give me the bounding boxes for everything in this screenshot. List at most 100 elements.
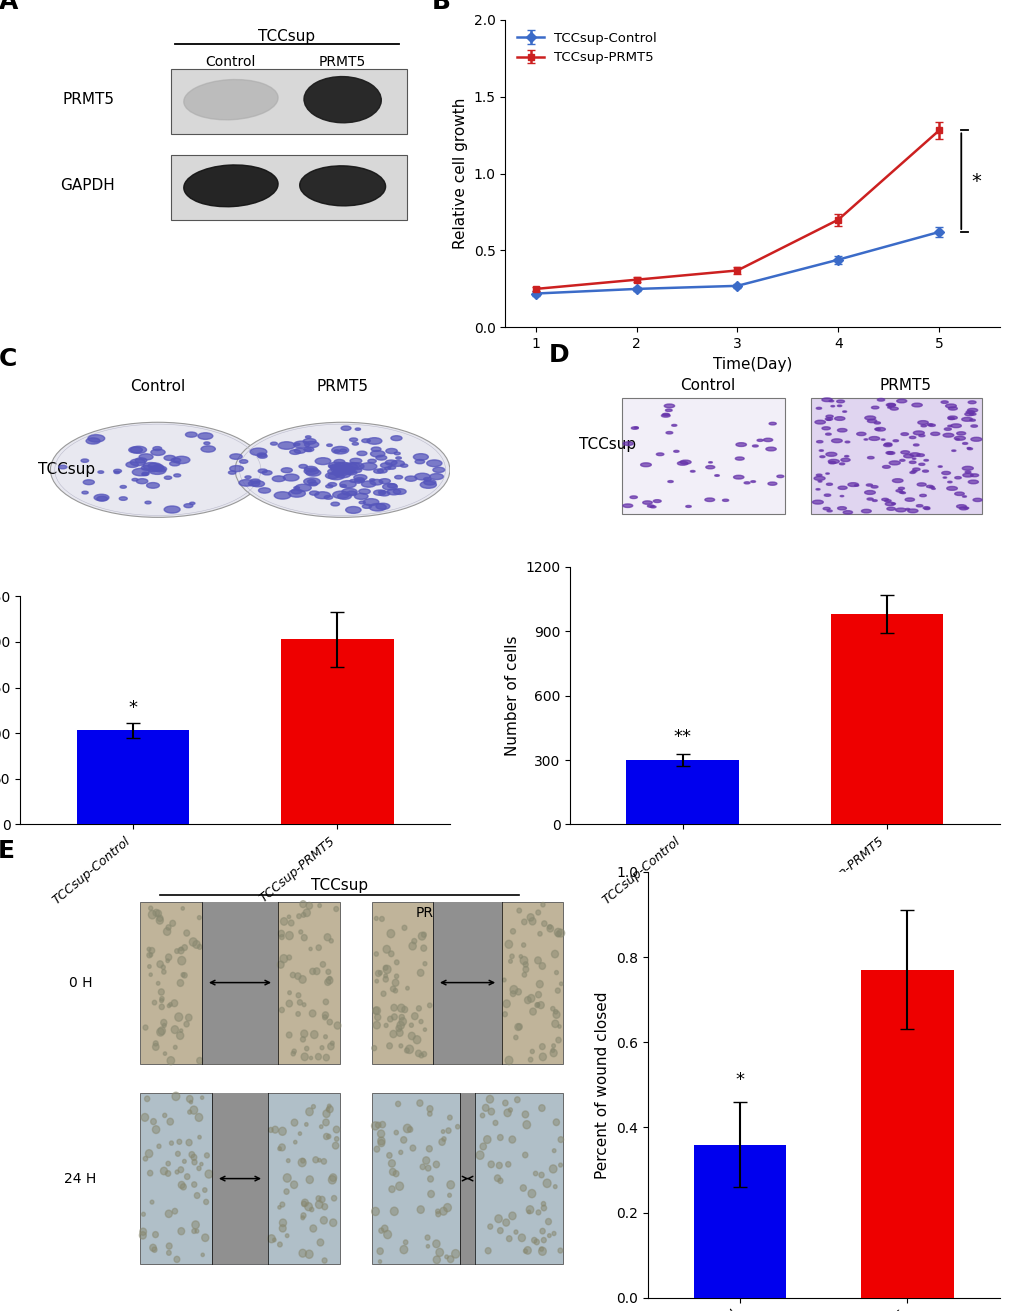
Circle shape (151, 1118, 156, 1125)
Circle shape (359, 501, 365, 503)
Circle shape (662, 413, 668, 416)
Circle shape (401, 1007, 408, 1012)
Circle shape (202, 1234, 209, 1242)
Circle shape (909, 472, 914, 473)
Circle shape (634, 427, 638, 429)
Circle shape (228, 471, 235, 475)
Circle shape (325, 485, 332, 488)
Circle shape (896, 400, 906, 402)
Circle shape (283, 475, 299, 481)
Ellipse shape (304, 76, 381, 123)
Circle shape (954, 477, 960, 479)
Circle shape (305, 1122, 308, 1126)
Circle shape (963, 507, 968, 509)
Circle shape (305, 442, 319, 447)
Circle shape (378, 1228, 383, 1234)
Circle shape (323, 1134, 329, 1139)
Circle shape (533, 1171, 537, 1176)
Circle shape (552, 1148, 555, 1152)
Circle shape (510, 954, 514, 958)
Circle shape (503, 1109, 511, 1117)
Circle shape (395, 1025, 401, 1032)
Circle shape (944, 427, 951, 430)
Circle shape (145, 501, 151, 503)
Circle shape (315, 458, 330, 464)
Circle shape (315, 1054, 321, 1059)
Circle shape (195, 1113, 203, 1121)
Circle shape (309, 1009, 316, 1017)
Circle shape (330, 1041, 334, 1045)
Circle shape (168, 1003, 172, 1007)
Circle shape (539, 1044, 544, 1050)
Circle shape (842, 410, 846, 412)
Circle shape (198, 433, 213, 439)
Circle shape (423, 962, 427, 966)
Circle shape (357, 479, 364, 482)
Circle shape (355, 477, 364, 482)
Text: PRMT5: PRMT5 (63, 92, 115, 108)
Circle shape (301, 1030, 308, 1037)
Circle shape (183, 929, 190, 936)
Circle shape (962, 443, 967, 444)
Circle shape (339, 481, 356, 488)
Circle shape (410, 1145, 416, 1151)
Circle shape (828, 461, 835, 464)
Circle shape (404, 1240, 408, 1244)
Circle shape (197, 1058, 203, 1063)
Circle shape (441, 1130, 444, 1134)
Circle shape (900, 492, 905, 494)
Circle shape (510, 986, 518, 994)
Circle shape (427, 1003, 431, 1008)
Circle shape (147, 953, 152, 958)
Circle shape (328, 473, 344, 480)
Circle shape (847, 482, 858, 486)
Circle shape (736, 443, 746, 447)
Circle shape (435, 1209, 439, 1214)
Circle shape (155, 910, 161, 916)
Circle shape (531, 1238, 536, 1243)
Circle shape (386, 1152, 391, 1158)
Circle shape (435, 1211, 440, 1217)
Circle shape (401, 926, 407, 931)
Circle shape (909, 437, 915, 439)
Circle shape (326, 1134, 330, 1139)
Circle shape (278, 1127, 286, 1135)
Circle shape (154, 464, 163, 468)
Circle shape (432, 467, 444, 472)
Circle shape (192, 1159, 197, 1165)
Circle shape (294, 443, 300, 446)
Circle shape (538, 1172, 543, 1177)
Circle shape (374, 916, 378, 920)
Circle shape (427, 1105, 432, 1112)
Circle shape (172, 1209, 177, 1214)
Circle shape (330, 464, 341, 469)
Bar (170, 155, 407, 220)
Circle shape (972, 498, 981, 502)
Circle shape (147, 482, 159, 488)
Circle shape (125, 461, 139, 468)
Circle shape (508, 960, 512, 964)
Circle shape (328, 977, 331, 981)
Bar (371, 902, 562, 1063)
Circle shape (160, 1167, 167, 1175)
Circle shape (50, 422, 265, 518)
Circle shape (962, 473, 972, 477)
Circle shape (918, 434, 924, 437)
Circle shape (311, 1105, 315, 1109)
Bar (626, 760, 738, 825)
Circle shape (527, 1210, 530, 1214)
Circle shape (502, 1219, 510, 1226)
Circle shape (204, 442, 210, 444)
Circle shape (373, 1007, 380, 1015)
Circle shape (299, 929, 303, 933)
Circle shape (377, 1248, 383, 1255)
Circle shape (323, 1054, 329, 1061)
Circle shape (912, 431, 923, 435)
Circle shape (280, 918, 287, 926)
Circle shape (395, 456, 400, 459)
Circle shape (149, 948, 155, 953)
Circle shape (285, 932, 292, 940)
Circle shape (415, 473, 430, 480)
Circle shape (557, 1248, 562, 1253)
Circle shape (306, 1176, 313, 1184)
